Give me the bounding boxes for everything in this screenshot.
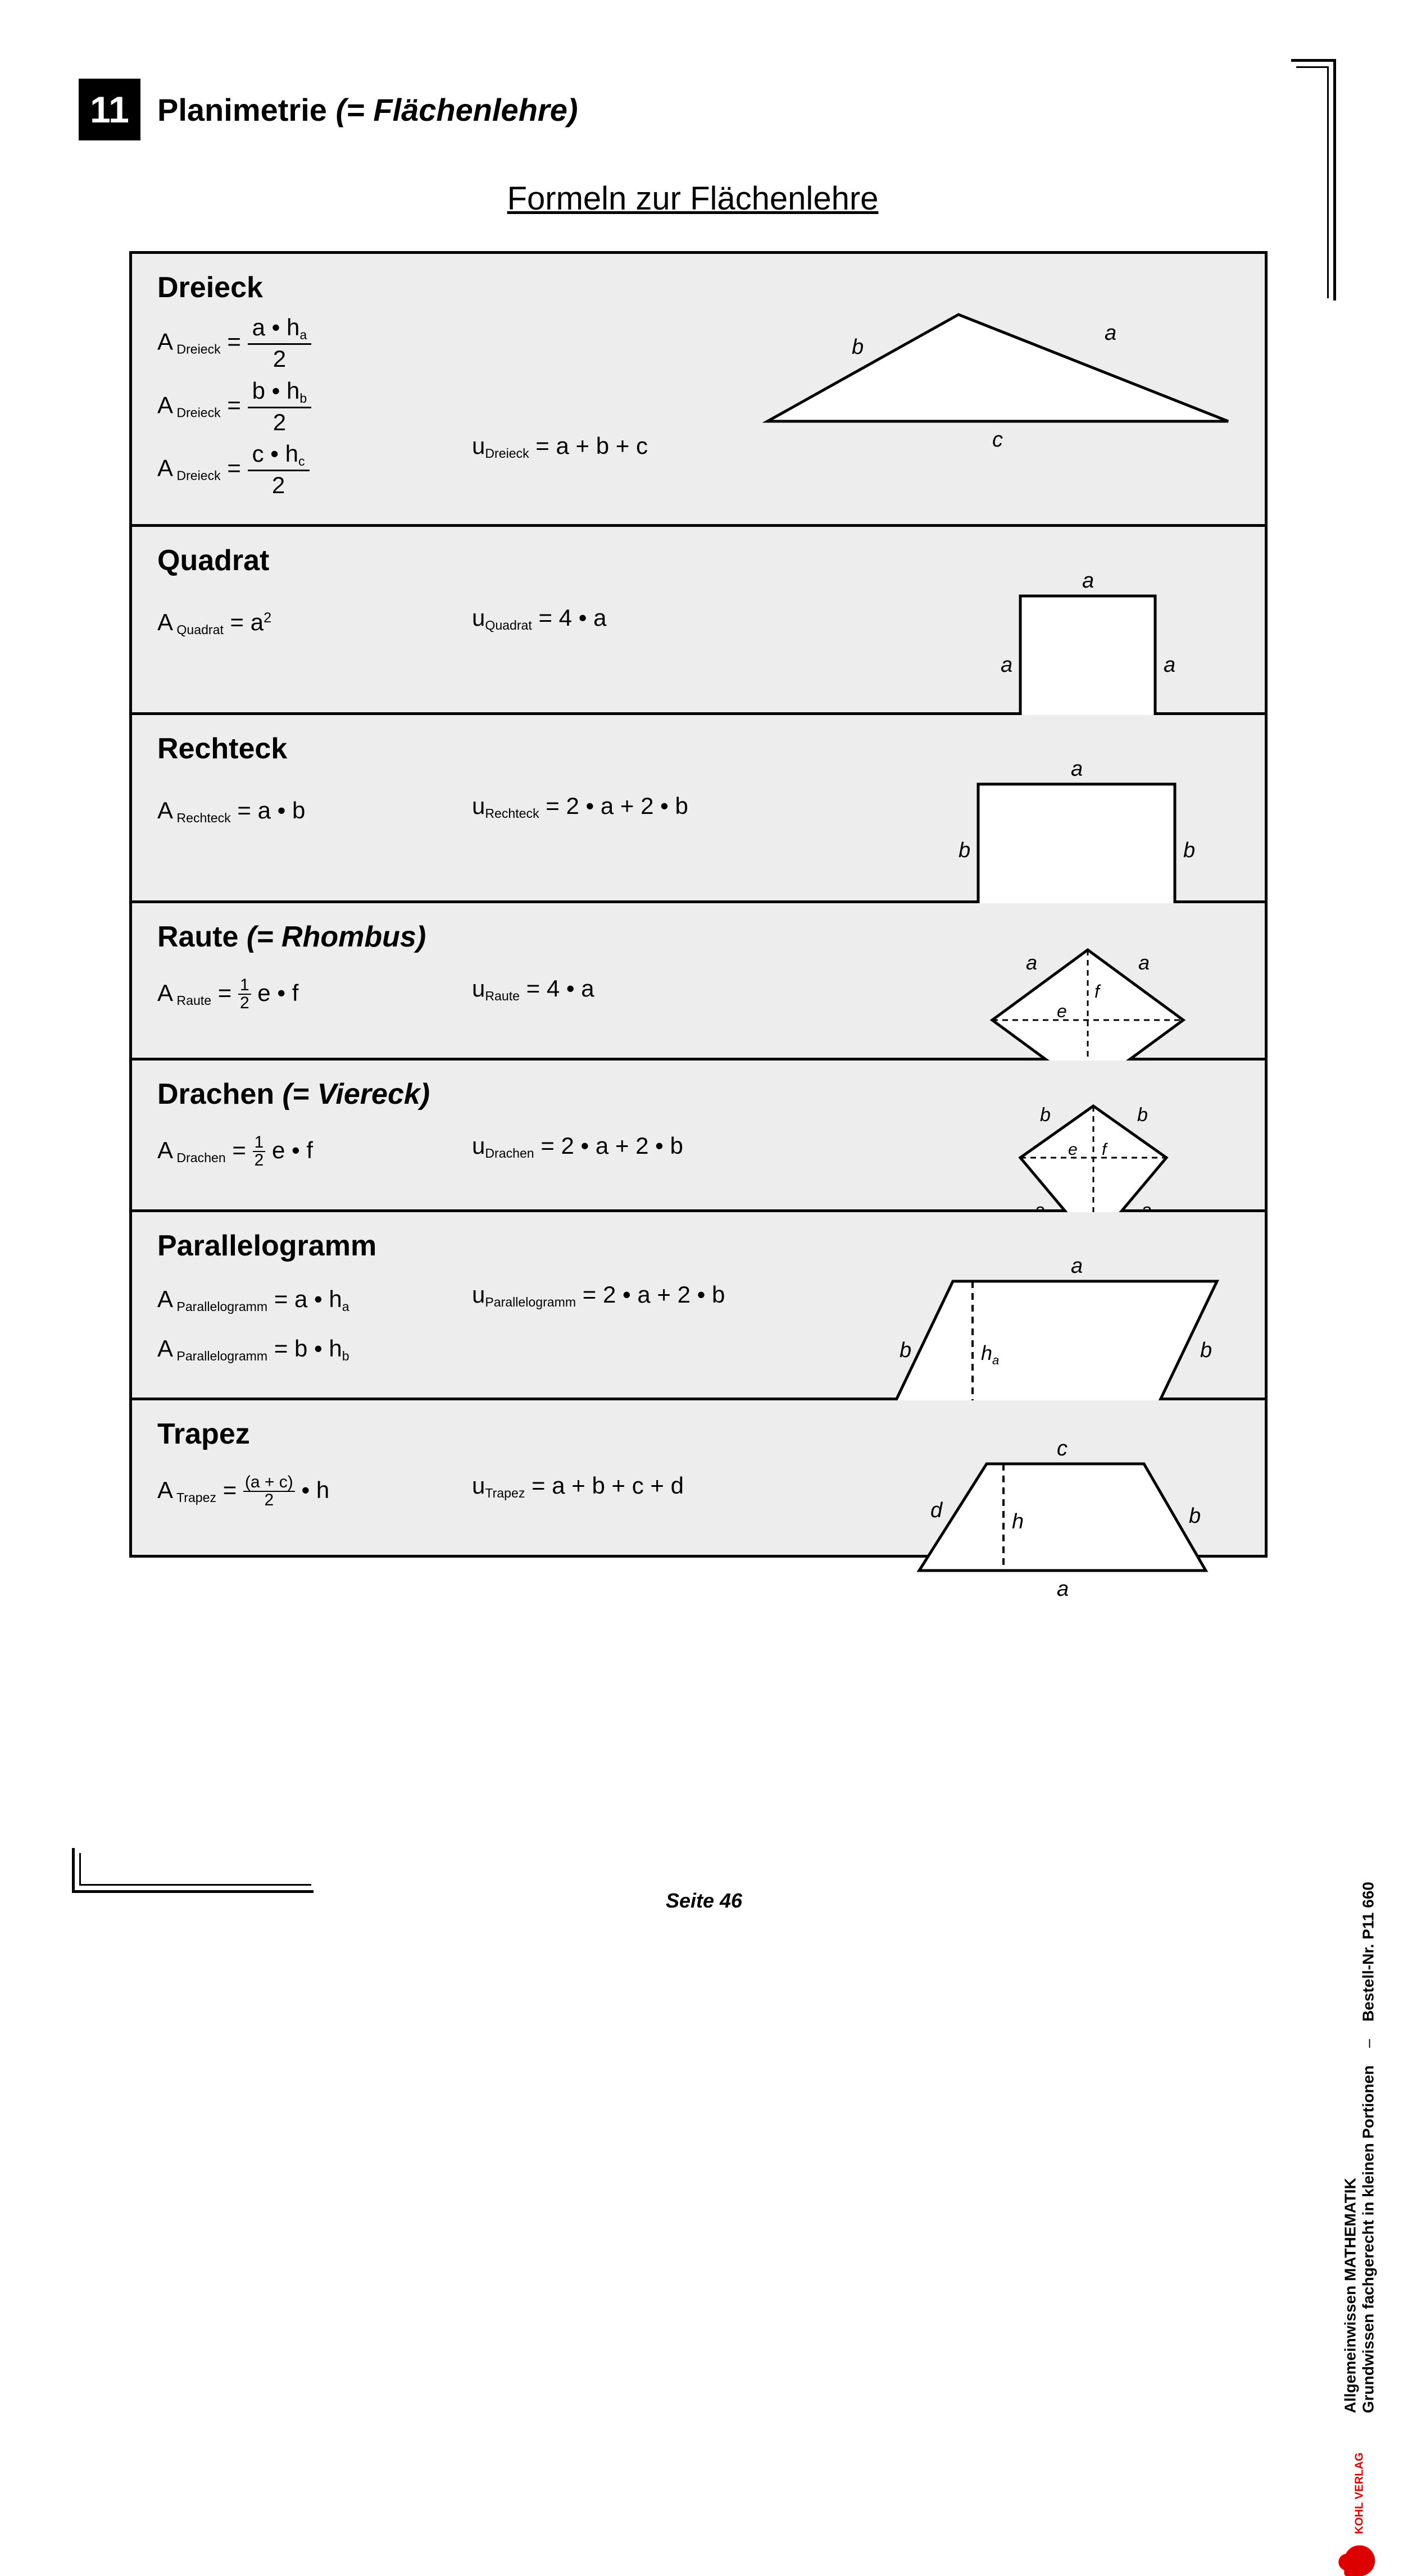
perimeter-formula: uQuadrat = 4 • a <box>472 588 809 633</box>
shape-row-raute: Raute (= Rhombus) A Raute = 12 e • f uRa… <box>132 903 1265 1061</box>
area-formula: A Dreieck = a • ha2A Dreieck = b • hb2A … <box>157 315 472 504</box>
sidebar-line1: Allgemeinwissen MATHEMATIK <box>1341 2178 1359 2413</box>
page-title: Formeln zur Flächenlehre <box>79 180 1307 217</box>
svg-text:a: a <box>1082 569 1094 593</box>
page-number: Seite 46 <box>0 1889 1408 1913</box>
shape-row-drachen: Drachen (= Viereck) A Drachen = 12 e • f… <box>132 1061 1265 1212</box>
corner-decoration-bottom-left <box>72 1848 314 1893</box>
svg-text:e: e <box>1057 1001 1067 1021</box>
svg-text:a: a <box>1026 951 1037 974</box>
sidebar-sep: – <box>1359 2039 1377 2048</box>
corner-decoration-top-right <box>1291 59 1336 301</box>
area-formula: A Trapez = (a + c)2 • h <box>157 1461 472 1515</box>
svg-text:d: d <box>930 1499 943 1522</box>
publisher-logo-icon <box>1344 2545 1375 2576</box>
svg-text:c: c <box>992 428 1003 452</box>
svg-text:b: b <box>852 335 864 359</box>
svg-text:b: b <box>1200 1339 1212 1362</box>
perimeter-formula: uParallelogramm = 2 • a + 2 • b <box>472 1273 809 1310</box>
shape-row-dreieck: Dreieck A Dreieck = a • ha2A Dreieck = b… <box>132 254 1265 527</box>
area-formula: A Rechteck = a • b <box>157 776 472 834</box>
svg-text:a: a <box>1071 757 1083 781</box>
chapter-title: Planimetrie (= Flächenlehre) <box>157 92 578 128</box>
sidebar-credits: KOHL VERLAG Allgemeinwissen MATHEMATIK G… <box>1341 1882 1377 2576</box>
page: 11 Planimetrie (= Flächenlehre) Formeln … <box>0 0 1408 1977</box>
formula-table: Dreieck A Dreieck = a • ha2A Dreieck = b… <box>129 251 1268 1558</box>
area-formula: A Raute = 12 e • f <box>157 964 472 1018</box>
svg-text:h: h <box>1012 1510 1024 1533</box>
svg-text:b: b <box>959 839 970 862</box>
shape-row-rechteck: Rechteck A Rechteck = a • b uRechteck = … <box>132 715 1265 903</box>
shape-row-trapez: Trapez A Trapez = (a + c)2 • h uTrapez =… <box>132 1400 1265 1555</box>
sidebar-line2: Grundwissen fachgerecht in kleinen Porti… <box>1359 2065 1377 2413</box>
svg-text:a: a <box>1001 653 1012 677</box>
chapter-number-box: 11 <box>79 79 140 140</box>
chapter-title-italic: (= Flächenlehre) <box>335 92 578 128</box>
perimeter-formula: uRaute = 4 • a <box>472 964 809 1004</box>
svg-text:b: b <box>1183 839 1195 862</box>
svg-text:b: b <box>1189 1504 1201 1528</box>
area-formula: A Drachen = 12 e • f <box>157 1121 472 1175</box>
chapter-header: 11 Planimetrie (= Flächenlehre) <box>79 79 1307 140</box>
chapter-title-main: Planimetrie <box>157 92 335 128</box>
svg-text:a: a <box>1057 1577 1069 1599</box>
perimeter-formula: uDrachen = 2 • a + 2 • b <box>472 1121 809 1161</box>
area-formula: A Parallelogramm = a • haA Parallelogram… <box>157 1273 472 1372</box>
svg-text:a: a <box>1164 653 1175 677</box>
shape-row-quadrat: Quadrat A Quadrat = a2 uQuadrat = 4 • a … <box>132 527 1265 715</box>
svg-text:a: a <box>1105 321 1116 345</box>
publisher-name: KOHL VERLAG <box>1353 2452 1366 2534</box>
svg-text:a: a <box>1138 951 1150 974</box>
svg-text:b: b <box>1137 1104 1148 1126</box>
svg-text:b: b <box>900 1339 911 1362</box>
svg-text:c: c <box>1057 1437 1068 1460</box>
svg-text:b: b <box>1040 1104 1051 1126</box>
perimeter-formula: uTrapez = a + b + c + d <box>472 1461 809 1501</box>
area-formula: A Quadrat = a2 <box>157 588 472 645</box>
perimeter-formula: uRechteck = 2 • a + 2 • b <box>472 776 809 821</box>
svg-text:a: a <box>1071 1254 1083 1278</box>
shape-row-parallelogramm: Parallelogramm A Parallelogramm = a • ha… <box>132 1212 1265 1400</box>
svg-text:e: e <box>1068 1140 1078 1159</box>
